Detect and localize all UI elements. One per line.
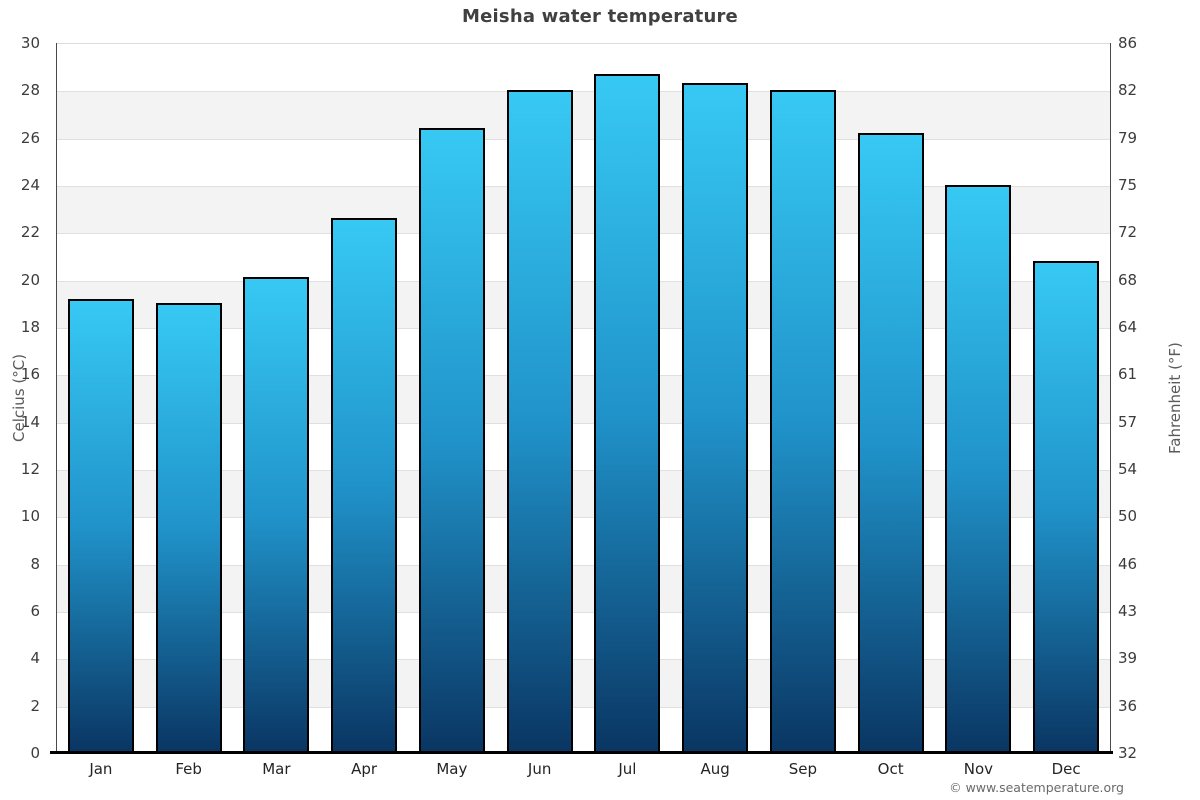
- bar-dec: [1033, 260, 1100, 753]
- plot-area: [57, 43, 1110, 753]
- grid-band: [57, 186, 1110, 234]
- month-tick-jan: Jan: [89, 760, 113, 778]
- celsius-tick-0: 0: [30, 744, 40, 762]
- gridline: [57, 233, 1110, 235]
- fahrenheit-tick-46: 46: [1118, 554, 1138, 573]
- fahrenheit-tick-82: 82: [1118, 81, 1138, 100]
- month-tick-sep: Sep: [788, 760, 818, 778]
- bar-jan: [67, 298, 134, 753]
- month-tick-nov: Nov: [963, 760, 994, 778]
- bar-jun: [506, 90, 573, 753]
- celsius-tick-26: 26: [20, 128, 40, 147]
- month-tick-dec: Dec: [1051, 760, 1081, 778]
- right-axis-line: [1110, 43, 1111, 754]
- celsius-tick-4: 4: [30, 649, 40, 668]
- month-tick-jul: Jul: [618, 760, 637, 778]
- celsius-tick-8: 8: [30, 554, 40, 573]
- gridline: [57, 612, 1110, 613]
- month-tick-feb: Feb: [175, 760, 202, 778]
- celsius-tick-18: 18: [20, 318, 40, 336]
- month-tick-apr: Apr: [351, 760, 378, 778]
- gridline: [57, 517, 1110, 519]
- celsius-tick-28: 28: [20, 81, 40, 100]
- gridline: [57, 328, 1110, 329]
- fahrenheit-tick-86: 86: [1118, 34, 1138, 52]
- month-tick-may: May: [436, 760, 468, 778]
- bar-oct: [857, 132, 924, 753]
- gridline: [57, 564, 1110, 566]
- fahrenheit-tick-72: 72: [1118, 223, 1138, 242]
- fahrenheit-tick-79: 79: [1118, 128, 1138, 147]
- bar-apr: [331, 218, 398, 753]
- bottom-axis-line: [50, 751, 1113, 754]
- gridline: [57, 280, 1110, 282]
- grid-band: [57, 44, 1110, 91]
- month-tick-mar: Mar: [262, 760, 291, 778]
- gridline: [57, 186, 1110, 187]
- fahrenheit-tick-54: 54: [1118, 460, 1138, 478]
- fahrenheit-tick-57: 57: [1118, 412, 1138, 431]
- celsius-tick-6: 6: [30, 602, 40, 620]
- chart-title: Meisha water temperature: [462, 6, 738, 27]
- bar-aug: [682, 83, 749, 753]
- celsius-tick-2: 2: [30, 696, 40, 715]
- fahrenheit-tick-75: 75: [1118, 176, 1138, 194]
- celsius-tick-14: 14: [20, 412, 40, 431]
- grid-band: [57, 139, 1110, 186]
- bar-feb: [155, 303, 222, 753]
- gridline: [57, 659, 1110, 661]
- celsius-tick-24: 24: [20, 176, 40, 194]
- gridline: [57, 706, 1110, 708]
- watermark: © www.seatemperature.org: [949, 780, 1124, 795]
- gridline: [57, 138, 1110, 140]
- celsius-tick-labels: 0 2 4 6 8 10 12 14 16 18 20 22 24 26 28 30: [0, 34, 48, 762]
- fahrenheit-axis-title: Fahrenheit (°F): [1166, 342, 1184, 454]
- bar-sep: [769, 90, 836, 753]
- celsius-axis-title: Celcius (°C): [10, 353, 28, 443]
- fahrenheit-tick-50: 50: [1118, 507, 1138, 526]
- gridline: [57, 91, 1110, 93]
- celsius-tick-22: 22: [20, 223, 40, 242]
- fahrenheit-tick-64: 64: [1118, 318, 1138, 336]
- gridline: [57, 422, 1110, 424]
- fahrenheit-tick-43: 43: [1118, 602, 1138, 620]
- celsius-tick-30: 30: [20, 34, 40, 52]
- month-tick-labels: Jan Feb Mar Apr May Jun Jul Aug Sep Oct Nov Dec: [57, 760, 1110, 782]
- bar-may: [418, 128, 485, 753]
- grid-band: [57, 375, 1110, 423]
- bar-nov: [945, 185, 1012, 753]
- grid-band: [57, 659, 1110, 707]
- grid-band: [57, 91, 1110, 139]
- fahrenheit-tick-36: 36: [1118, 696, 1138, 715]
- gridline: [57, 375, 1110, 377]
- celsius-tick-10: 10: [20, 507, 40, 526]
- fahrenheit-tick-32: 32: [1118, 744, 1138, 762]
- celsius-tick-16: 16: [20, 365, 40, 384]
- grid-band: [57, 470, 1110, 518]
- celsius-tick-12: 12: [20, 460, 40, 478]
- celsius-tick-20: 20: [20, 270, 40, 289]
- gridline: [57, 470, 1110, 471]
- month-tick-oct: Oct: [877, 760, 904, 778]
- grid-band: [57, 564, 1110, 612]
- month-tick-aug: Aug: [700, 760, 730, 778]
- bar-mar: [243, 277, 310, 753]
- fahrenheit-tick-labels: 32 36 39 43 46 50 54 57 61 64 68 72 75 79 82 86: [1118, 34, 1178, 762]
- grid-band: [57, 280, 1110, 328]
- fahrenheit-tick-68: 68: [1118, 270, 1138, 289]
- fahrenheit-tick-39: 39: [1118, 649, 1138, 668]
- left-axis-line: [56, 43, 57, 754]
- fahrenheit-tick-61: 61: [1118, 365, 1138, 384]
- bar-jul: [594, 73, 661, 753]
- month-tick-jun: Jun: [527, 760, 552, 778]
